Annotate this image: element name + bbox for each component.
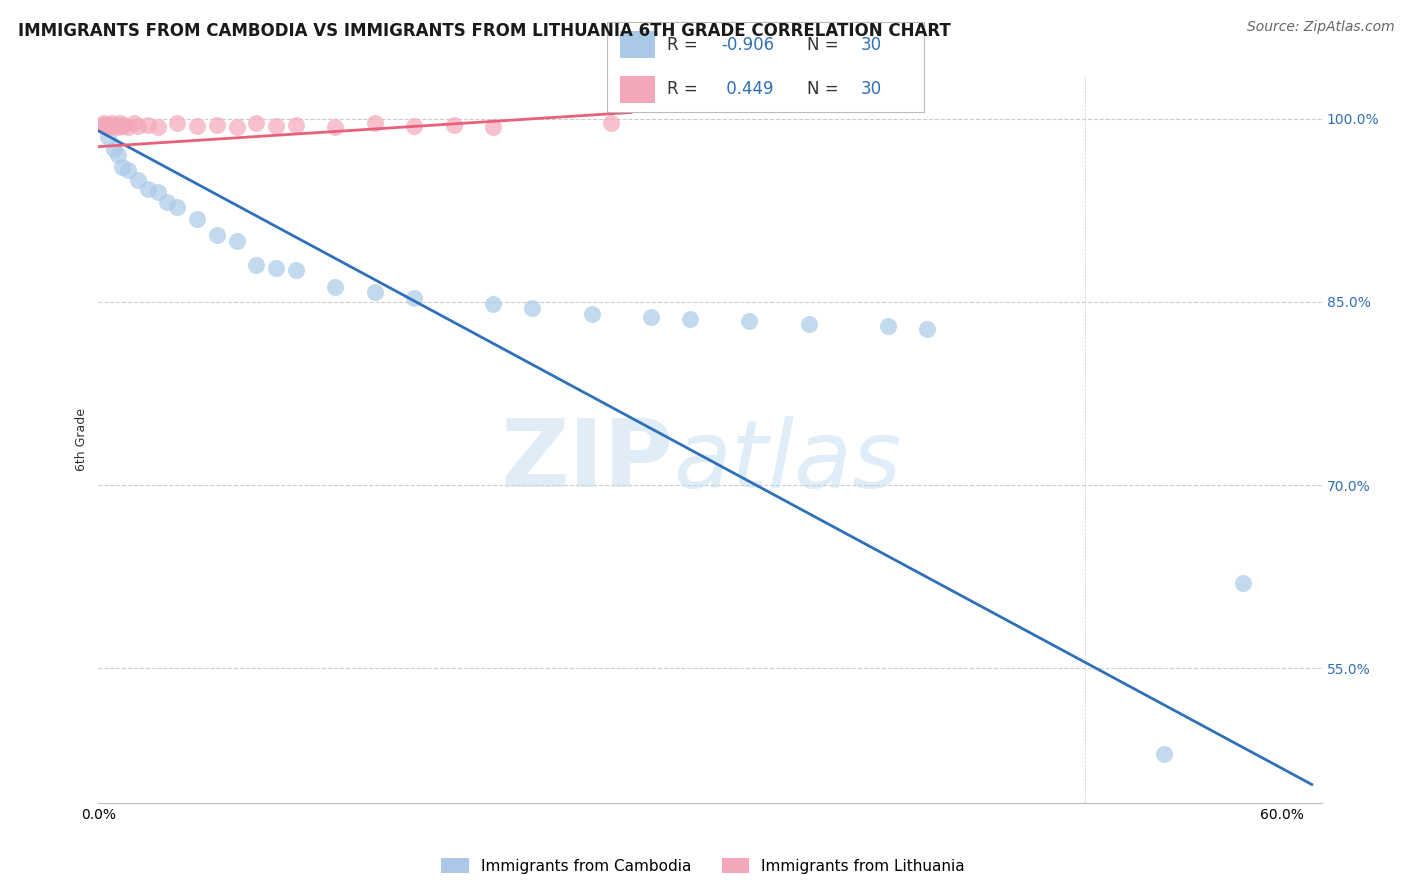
Text: ZIP: ZIP — [501, 415, 673, 508]
Point — [186, 211, 208, 226]
Point — [146, 185, 169, 199]
Point — [156, 194, 179, 209]
Point — [103, 119, 125, 133]
Point — [91, 118, 114, 132]
Point — [482, 120, 505, 135]
Point — [264, 119, 287, 133]
Point — [404, 291, 426, 305]
Text: R =: R = — [668, 36, 699, 54]
Point — [97, 129, 120, 144]
Point — [600, 116, 623, 130]
Point — [108, 116, 131, 130]
Point — [111, 119, 134, 133]
Point — [404, 119, 426, 133]
Point — [443, 118, 465, 132]
Text: 30: 30 — [860, 36, 882, 54]
Text: -0.906: -0.906 — [721, 36, 775, 54]
Point — [186, 119, 208, 133]
Text: IMMIGRANTS FROM CAMBODIA VS IMMIGRANTS FROM LITHUANIA 6TH GRADE CORRELATION CHAR: IMMIGRANTS FROM CAMBODIA VS IMMIGRANTS F… — [18, 22, 950, 40]
Point — [136, 118, 159, 132]
Point — [93, 116, 115, 130]
Point — [146, 120, 169, 135]
Point — [245, 116, 267, 130]
Point — [915, 322, 938, 336]
Bar — [620, 31, 655, 58]
Text: atlas: atlas — [673, 416, 901, 507]
Point — [1153, 747, 1175, 761]
Point — [363, 285, 385, 299]
Point — [117, 162, 139, 177]
Point — [205, 118, 228, 132]
Point — [323, 120, 346, 135]
Point — [679, 312, 702, 326]
Point — [127, 119, 149, 133]
Point — [581, 307, 603, 321]
Point — [797, 317, 820, 331]
Point — [127, 172, 149, 186]
Point — [522, 301, 544, 315]
Text: Source: ZipAtlas.com: Source: ZipAtlas.com — [1247, 20, 1395, 34]
Legend: Immigrants from Cambodia, Immigrants from Lithuania: Immigrants from Cambodia, Immigrants fro… — [434, 852, 972, 880]
Text: N =: N = — [807, 36, 838, 54]
Point — [136, 182, 159, 196]
Point — [103, 142, 125, 156]
Point — [482, 297, 505, 311]
Point — [112, 118, 135, 132]
Point — [1232, 575, 1254, 590]
Point — [96, 119, 118, 133]
Point — [111, 161, 134, 175]
Point — [205, 227, 228, 242]
Point — [107, 148, 129, 162]
Point — [122, 116, 145, 130]
Point — [245, 258, 267, 272]
Point — [284, 118, 307, 132]
Point — [640, 310, 662, 324]
Point — [284, 263, 307, 277]
Point — [98, 120, 121, 135]
Point — [166, 116, 188, 130]
Y-axis label: 6th Grade: 6th Grade — [75, 408, 89, 471]
Point — [264, 260, 287, 275]
Point — [101, 116, 124, 130]
Point — [97, 118, 120, 132]
Text: 30: 30 — [860, 80, 882, 98]
Text: N =: N = — [807, 80, 838, 98]
Bar — [620, 76, 655, 103]
Point — [117, 120, 139, 135]
Point — [876, 319, 898, 334]
Point — [323, 280, 346, 294]
Text: 0.449: 0.449 — [721, 80, 773, 98]
Point — [363, 116, 385, 130]
Text: R =: R = — [668, 80, 699, 98]
Point — [225, 234, 247, 248]
Point — [166, 200, 188, 214]
Point — [738, 314, 761, 328]
Point — [225, 120, 247, 135]
Point — [105, 118, 128, 132]
Point — [107, 120, 129, 135]
